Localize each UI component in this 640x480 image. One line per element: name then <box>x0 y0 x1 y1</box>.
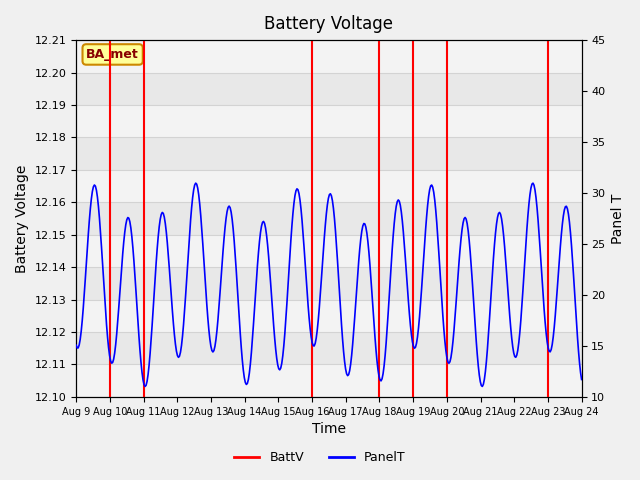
Text: BA_met: BA_met <box>86 48 139 61</box>
Y-axis label: Panel T: Panel T <box>611 193 625 244</box>
Bar <box>76 364 582 397</box>
Bar <box>76 105 582 137</box>
Bar <box>76 235 582 267</box>
Y-axis label: Battery Voltage: Battery Voltage <box>15 164 29 273</box>
Bar <box>76 40 582 72</box>
X-axis label: Time: Time <box>312 422 346 436</box>
Bar <box>76 300 582 332</box>
Legend: BattV, PanelT: BattV, PanelT <box>229 446 411 469</box>
Title: Battery Voltage: Battery Voltage <box>264 15 394 33</box>
Bar <box>76 170 582 202</box>
